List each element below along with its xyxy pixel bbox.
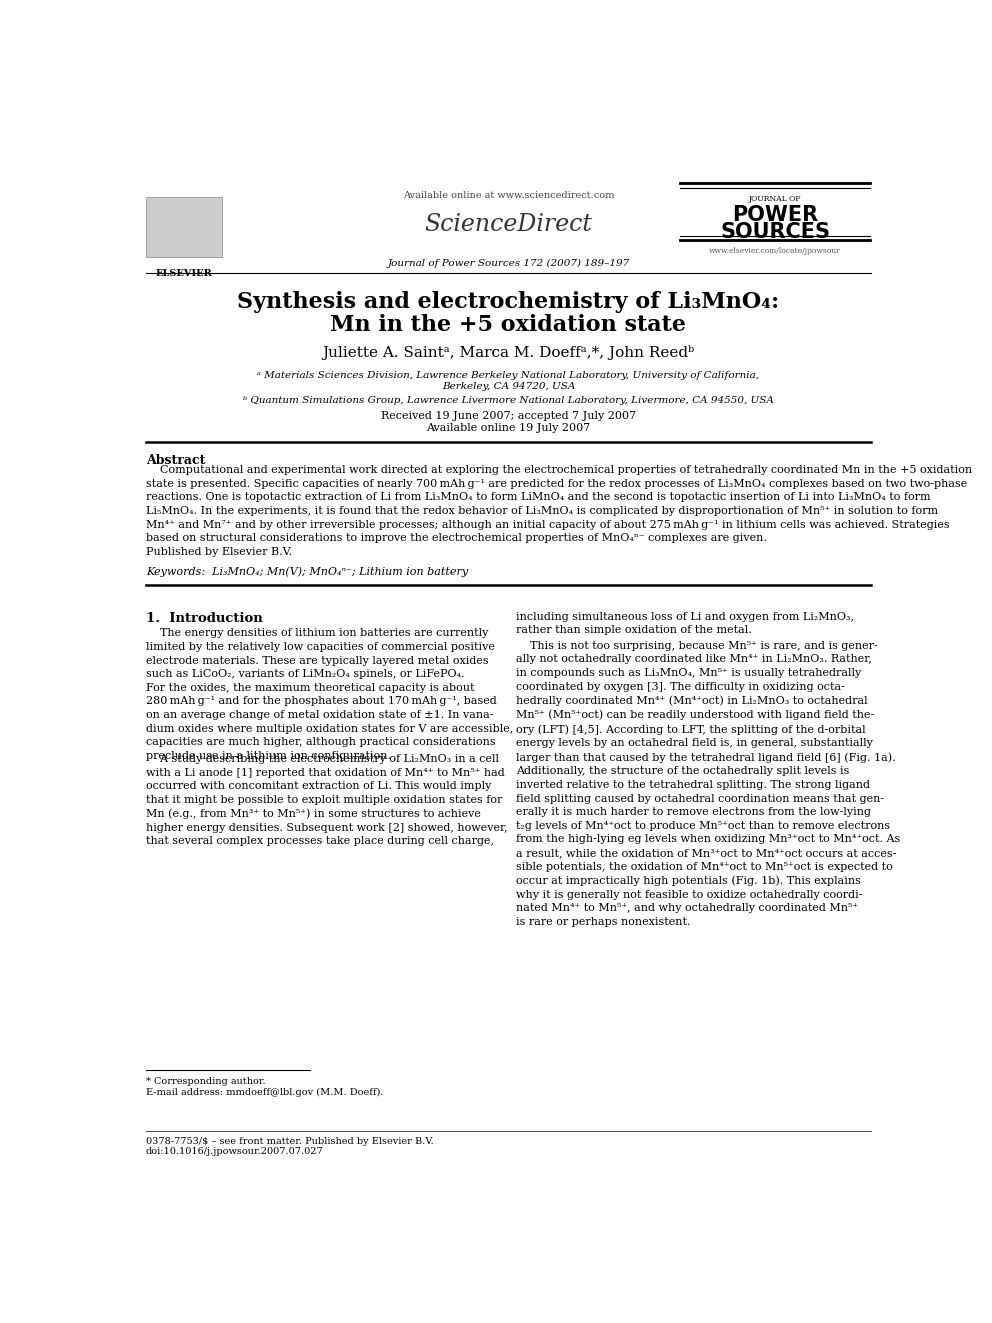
Text: Mn in the +5 oxidation state: Mn in the +5 oxidation state	[330, 315, 686, 336]
Text: Juliette A. Saintᵃ, Marca M. Doeffᵃ,*, John Reedᵇ: Juliette A. Saintᵃ, Marca M. Doeffᵃ,*, J…	[322, 345, 694, 360]
Text: This is not too surprising, because Mn⁵⁺ is rare, and is gener-
ally not octahed: This is not too surprising, because Mn⁵⁺…	[516, 640, 901, 927]
Text: Available online 19 July 2007: Available online 19 July 2007	[427, 423, 590, 433]
Text: * Corresponding author.: * Corresponding author.	[146, 1077, 265, 1086]
Text: ᵇ Quantum Simulations Group, Lawrence Livermore National Laboratory, Livermore, : ᵇ Quantum Simulations Group, Lawrence Li…	[243, 396, 774, 405]
Text: ScienceDirect: ScienceDirect	[425, 213, 592, 235]
Text: E-mail address: mmdoeff@lbl.gov (M.M. Doeff).: E-mail address: mmdoeff@lbl.gov (M.M. Do…	[146, 1088, 383, 1097]
Text: Berkeley, CA 94720, USA: Berkeley, CA 94720, USA	[441, 382, 575, 392]
Text: Keywords:  Li₃MnO₄; Mn(V); MnO₄ⁿ⁻; Lithium ion battery: Keywords: Li₃MnO₄; Mn(V); MnO₄ⁿ⁻; Lithiu…	[146, 566, 468, 577]
FancyBboxPatch shape	[146, 197, 221, 257]
Text: The energy densities of lithium ion batteries are currently
limited by the relat: The energy densities of lithium ion batt…	[146, 628, 513, 761]
Text: www.elsevier.com/locate/jpowsour: www.elsevier.com/locate/jpowsour	[709, 247, 841, 255]
Text: including simultaneous loss of Li and oxygen from Li₂MnO₃,
rather than simple ox: including simultaneous loss of Li and ox…	[516, 611, 854, 635]
Text: JOURNAL OF: JOURNAL OF	[749, 194, 802, 202]
Text: ᵃ Materials Sciences Division, Lawrence Berkeley National Laboratory, University: ᵃ Materials Sciences Division, Lawrence …	[257, 370, 760, 380]
Text: doi:10.1016/j.jpowsour.2007.07.027: doi:10.1016/j.jpowsour.2007.07.027	[146, 1147, 323, 1156]
Text: POWER: POWER	[732, 205, 818, 225]
Text: 1.  Introduction: 1. Introduction	[146, 611, 263, 624]
Text: Abstract: Abstract	[146, 454, 205, 467]
Text: Synthesis and electrochemistry of Li₃MnO₄:: Synthesis and electrochemistry of Li₃MnO…	[237, 291, 780, 314]
Text: Computational and experimental work directed at exploring the electrochemical pr: Computational and experimental work dire…	[146, 466, 972, 557]
Text: Available online at www.sciencedirect.com: Available online at www.sciencedirect.co…	[403, 191, 614, 200]
Text: ELSEVIER: ELSEVIER	[156, 269, 212, 278]
Text: A study describing the electrochemistry of Li₂MnO₃ in a cell
with a Li anode [1]: A study describing the electrochemistry …	[146, 754, 507, 847]
Text: Journal of Power Sources 172 (2007) 189–197: Journal of Power Sources 172 (2007) 189–…	[387, 259, 630, 269]
Text: 0378-7753/$ – see front matter. Published by Elsevier B.V.: 0378-7753/$ – see front matter. Publishe…	[146, 1136, 434, 1146]
Text: Received 19 June 2007; accepted 7 July 2007: Received 19 June 2007; accepted 7 July 2…	[381, 411, 636, 421]
Text: SOURCES: SOURCES	[720, 222, 830, 242]
